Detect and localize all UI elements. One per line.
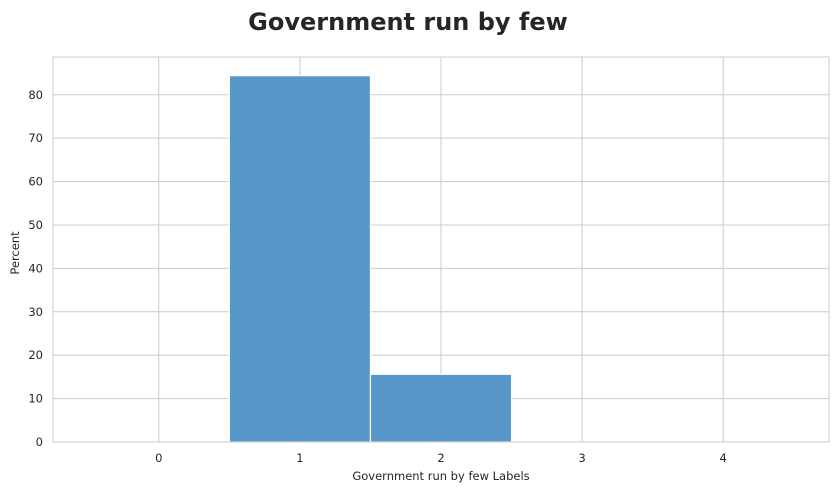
y-tick-label: 30 (28, 305, 43, 319)
x-tick-label: 1 (296, 451, 303, 465)
y-tick-label: 80 (28, 88, 43, 102)
y-axis-label: Percent (8, 231, 22, 275)
y-tick-labels: 0 10 20 30 40 50 60 70 80 (28, 88, 43, 449)
x-tick-label: 3 (578, 451, 585, 465)
histogram-bar (228, 75, 372, 443)
y-tick-label: 60 (28, 175, 43, 189)
y-tick-label: 50 (28, 218, 43, 232)
x-tick-labels: 0 1 2 3 4 (155, 451, 727, 465)
y-tick-label: 10 (28, 392, 43, 406)
y-tick-label: 20 (28, 348, 43, 362)
bars (228, 75, 513, 443)
x-tick-label: 2 (437, 451, 444, 465)
y-tick-label: 70 (28, 131, 43, 145)
y-tick-label: 40 (28, 261, 43, 275)
x-tick-label: 4 (720, 451, 727, 465)
plot-frame (52, 56, 830, 443)
histogram-bar (369, 373, 513, 443)
y-tick-label: 0 (36, 435, 43, 449)
x-tick-label: 0 (155, 451, 162, 465)
x-axis-label: Government run by few Labels (352, 469, 529, 483)
chart-title: Government run by few (248, 8, 568, 36)
